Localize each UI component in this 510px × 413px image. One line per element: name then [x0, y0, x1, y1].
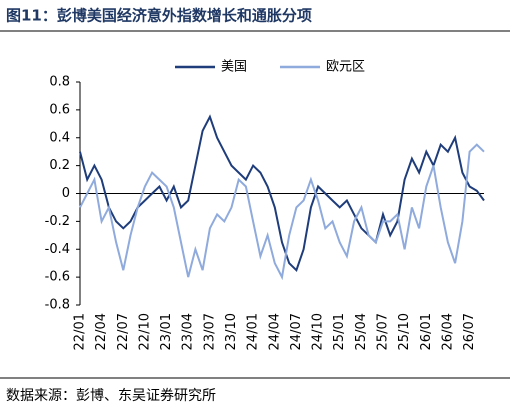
x-tick-label: 23/07 — [202, 313, 217, 350]
x-tick-label: 22/04 — [94, 313, 109, 350]
x-tick-label: 26/04 — [440, 313, 455, 350]
line-series — [79, 114, 485, 273]
y-tick-label: 0.2 — [49, 158, 70, 173]
x-tick-label: 25/04 — [354, 313, 369, 350]
x-tick-label: 22/10 — [137, 313, 152, 350]
x-tick-label: 22/01 — [73, 313, 88, 350]
x-tick-label: 26/07 — [462, 313, 477, 350]
x-tick-label: 24/01 — [246, 313, 261, 350]
x-tick-label: 25/10 — [397, 313, 412, 350]
x-tick-label: 24/10 — [311, 313, 326, 350]
y-tick-label: 0.8 — [49, 75, 70, 90]
x-tick-label: 25/01 — [332, 313, 347, 350]
x-tick-label: 23/01 — [159, 313, 174, 350]
y-tick-label: 0 — [62, 186, 70, 201]
y-tick-label: -0.6 — [45, 270, 70, 285]
x-tick-label: 25/07 — [376, 313, 391, 350]
legend-label: 欧元区 — [326, 60, 365, 75]
line-series — [79, 143, 485, 281]
legend-label: 美国 — [221, 60, 247, 75]
y-tick-label: -0.4 — [45, 242, 70, 257]
x-tick-label: 24/04 — [267, 313, 282, 350]
y-tick-label: 0.6 — [49, 102, 70, 117]
x-tick-label: 23/04 — [181, 313, 196, 350]
y-tick-label: -0.8 — [45, 298, 70, 313]
x-tick-label: 24/07 — [289, 313, 304, 350]
source: 数据来源：彭博、东吴证券研究所 — [6, 387, 216, 404]
chart-title: 图11：彭博美国经济意外指数增长和通胀分项 — [6, 7, 312, 25]
x-tick-label: 22/07 — [116, 313, 131, 350]
x-tick-label: 23/10 — [224, 313, 239, 350]
x-tick-label: 26/01 — [419, 313, 434, 350]
y-tick-label: 0.4 — [49, 130, 70, 145]
y-tick-label: -0.2 — [45, 214, 70, 229]
